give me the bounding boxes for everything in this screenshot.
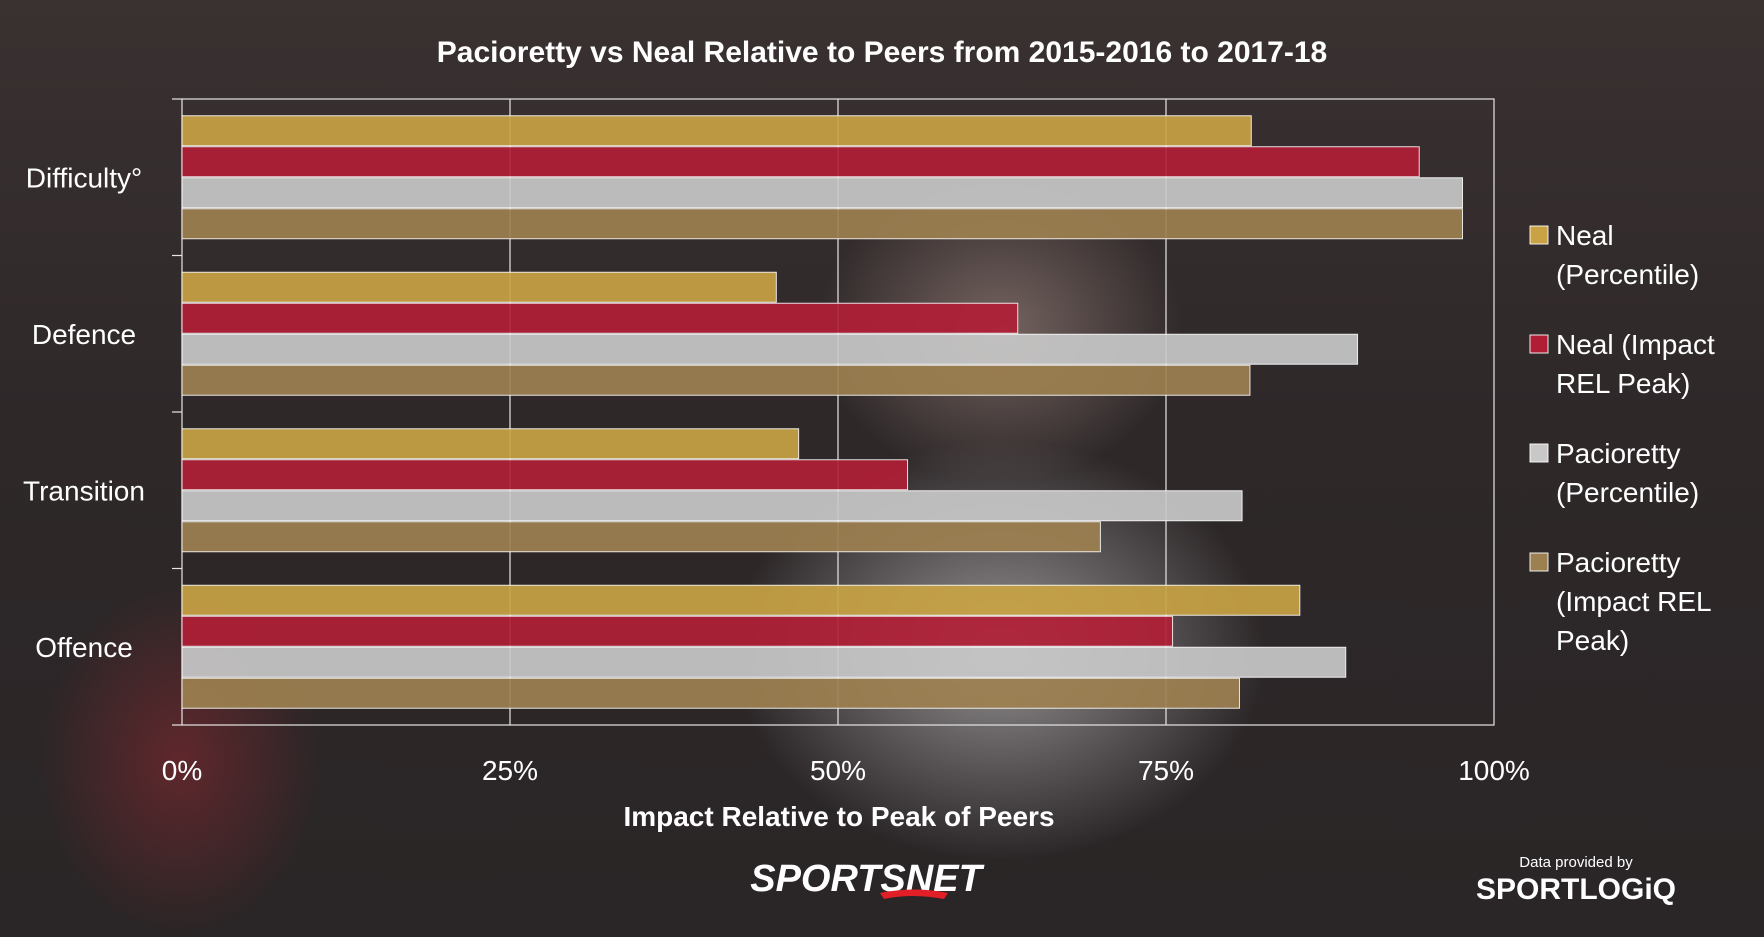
x-tick-label: 25%: [482, 755, 538, 786]
legend-label: Pacioretty (Impact REL Peak): [1556, 547, 1712, 656]
plot-area: 0% 25% 50% 75% 100% Difficulty° Defence Transit…: [23, 98, 1530, 786]
sportlogiq-logo: SPORTLOGiQ: [1476, 873, 1676, 906]
bar: [181, 677, 1240, 709]
bar: [181, 208, 1464, 240]
legend-swatch: [1529, 334, 1549, 354]
x-tick-label: 75%: [1138, 755, 1194, 786]
chart-title: Pacioretty vs Neal Relative to Peers fro…: [437, 36, 1327, 69]
category-label: Defence: [32, 319, 136, 350]
x-tick-label: 0%: [162, 755, 202, 786]
sportsnet-swoosh-icon: [880, 889, 948, 899]
bar: [181, 459, 909, 491]
data-credit-text: Data provided by: [1519, 854, 1633, 871]
bar: [181, 490, 1243, 522]
bar: [181, 115, 1252, 147]
legend-swatch: [1529, 443, 1549, 463]
bar: [181, 302, 1019, 334]
category-label: Transition: [23, 475, 145, 506]
legend: Neal (Percentile) Neal (Impact REL Peak) Pac…: [1529, 220, 1715, 656]
bar: [181, 333, 1359, 365]
bar: [181, 584, 1301, 616]
legend-swatch: [1529, 552, 1549, 572]
x-tick-label: 100%: [1458, 755, 1530, 786]
category-label: Offence: [35, 632, 133, 663]
sportsnet-logo: SPORTSNET: [750, 858, 984, 900]
x-tick-label: 50%: [810, 755, 866, 786]
x-axis-title: Impact Relative to Peak of Peers: [623, 801, 1054, 832]
bar: [181, 364, 1251, 396]
bar: [181, 428, 800, 460]
legend-label: Pacioretty (Percentile): [1556, 438, 1699, 508]
sportsnet-logo-text: SPORTSNET: [750, 858, 984, 900]
category-label: Difficulty°: [26, 162, 142, 193]
bar: [181, 646, 1347, 678]
legend-label: Neal (Percentile): [1556, 220, 1699, 290]
bar: [181, 177, 1464, 209]
bar: [181, 146, 1420, 178]
bar: [181, 521, 1101, 553]
bar: [181, 271, 777, 303]
legend-swatch: [1529, 225, 1549, 245]
bar: [181, 615, 1174, 647]
legend-label: Neal (Impact REL Peak): [1556, 329, 1715, 399]
